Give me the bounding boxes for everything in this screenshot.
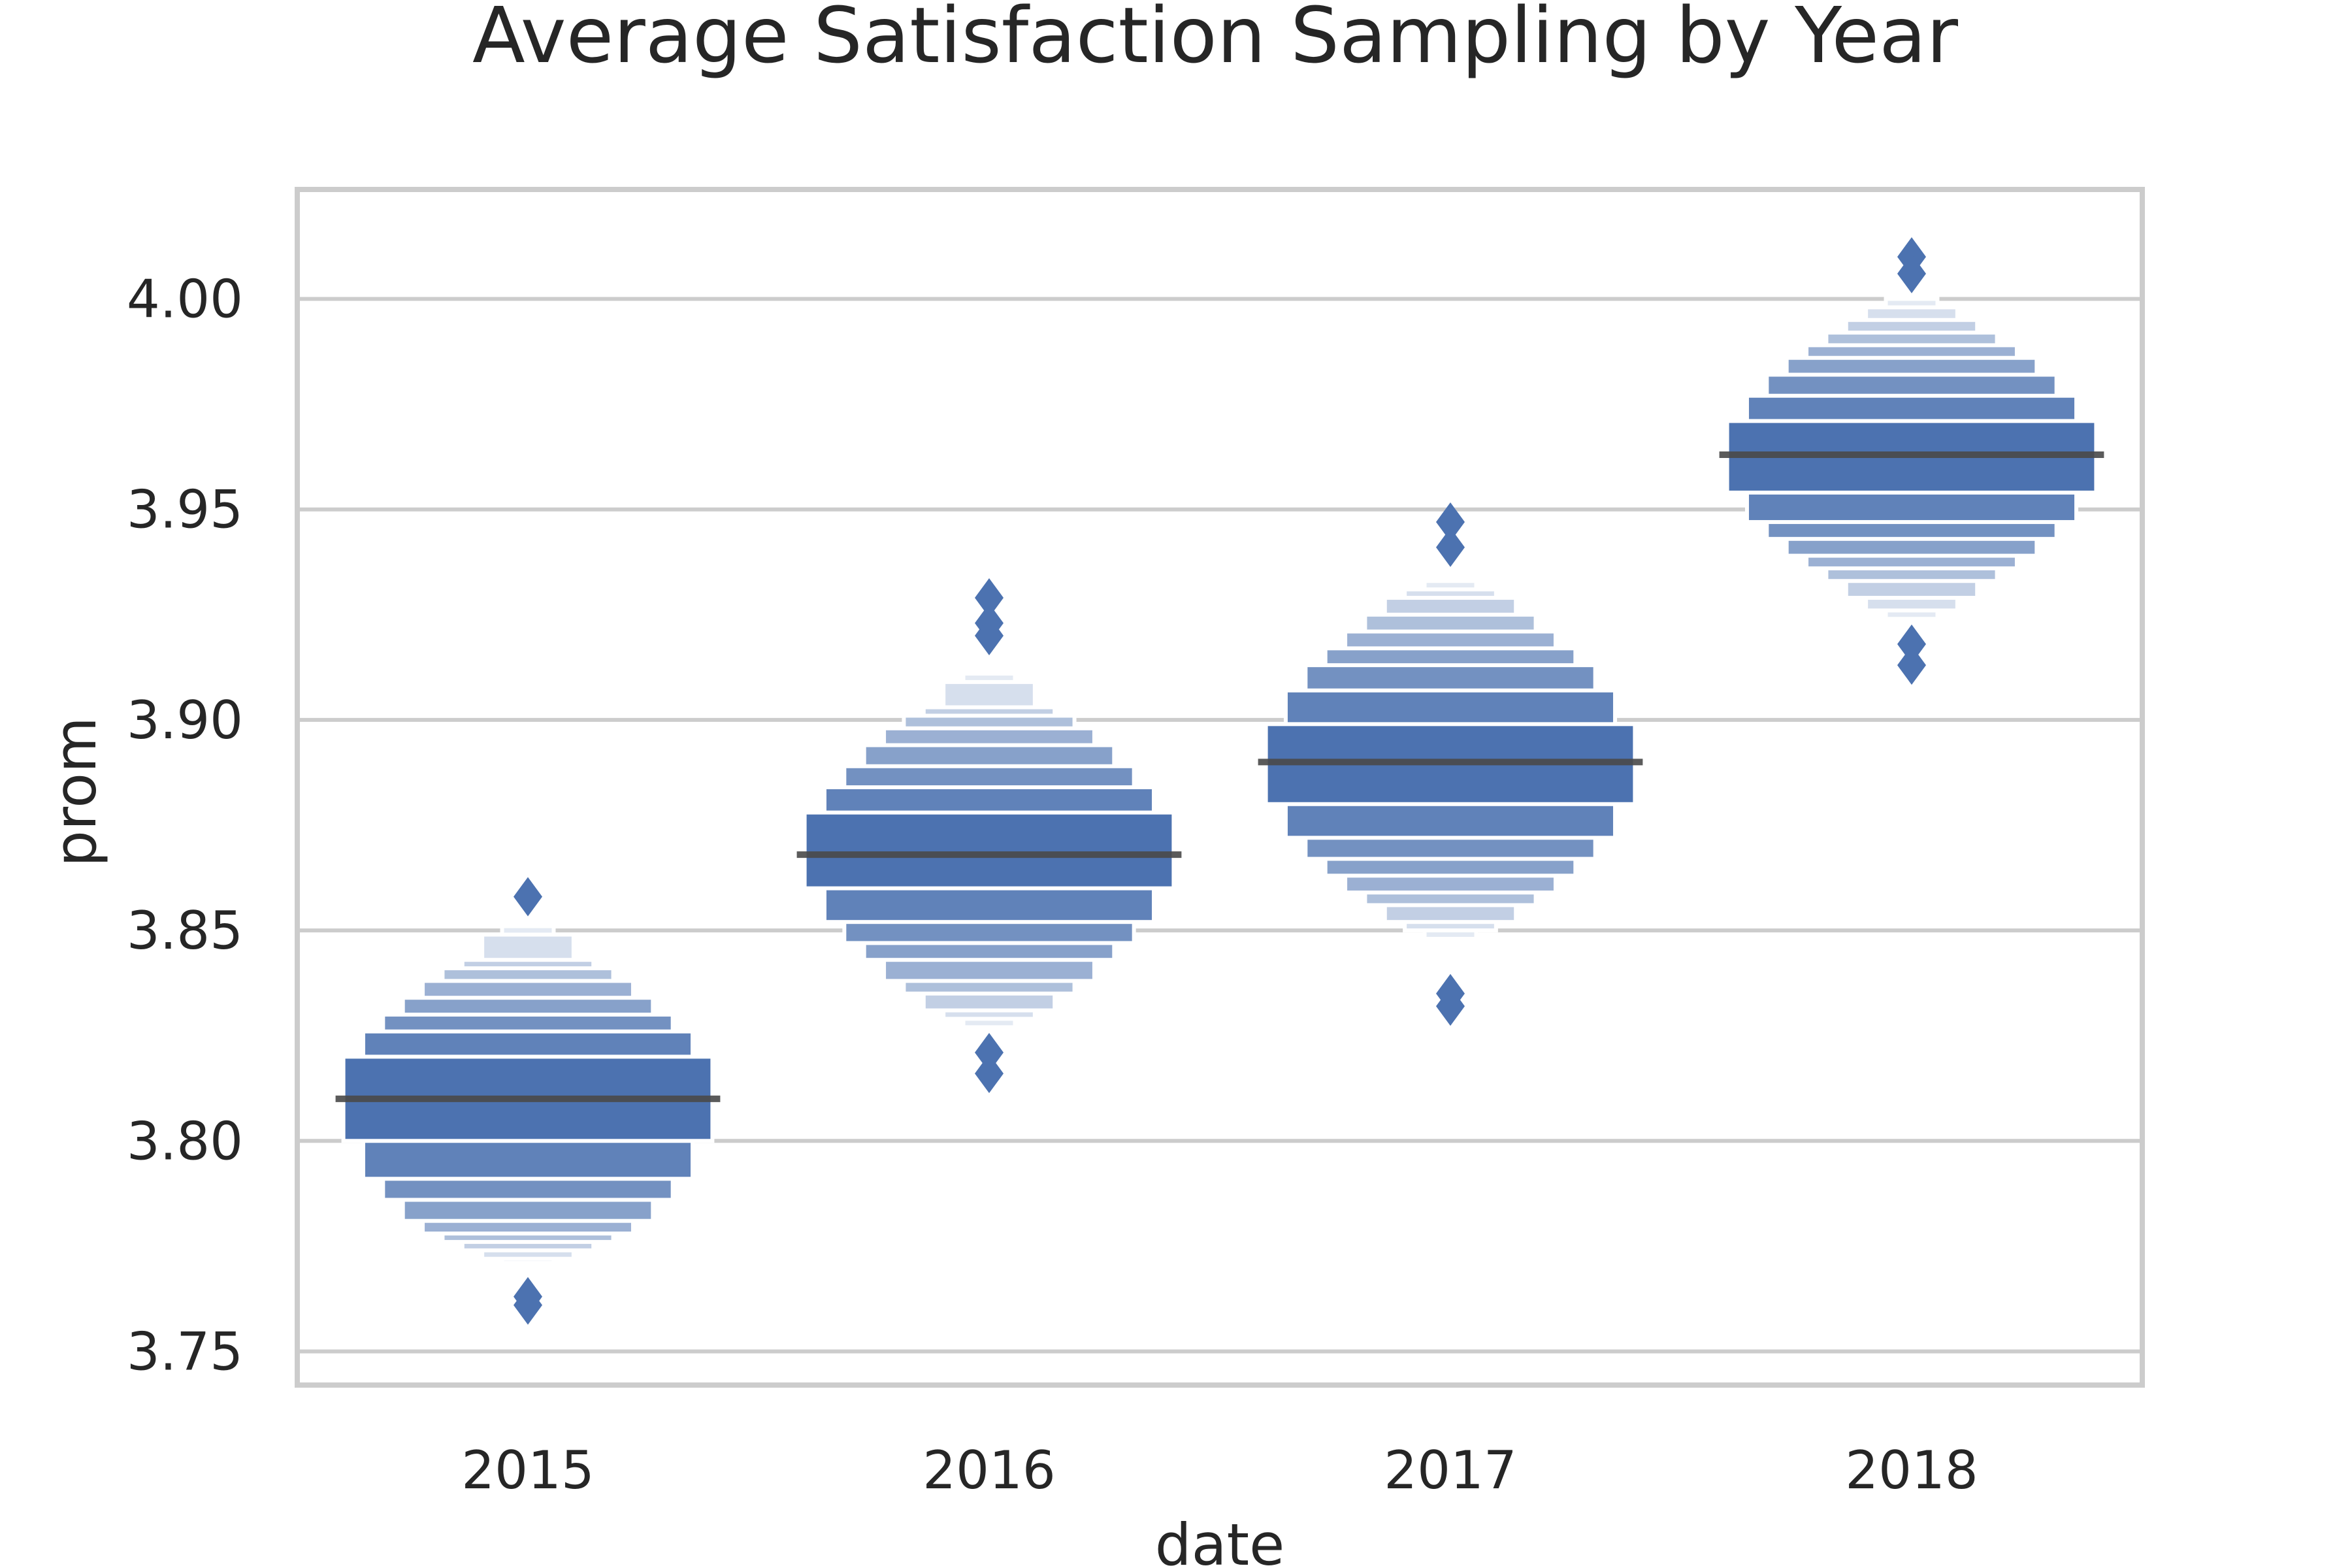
- boxen-box: [802, 810, 1176, 890]
- outlier-marker: [1436, 987, 1465, 1026]
- outlier-marker: [514, 1285, 542, 1325]
- outlier-marker: [975, 578, 1004, 618]
- y-tick-label: 3.85: [127, 900, 243, 961]
- x-tick-labels: 2015 2016 2017 2018: [461, 1440, 1978, 1501]
- y-tick-label: 3.75: [127, 1321, 243, 1382]
- x-tick-label: 2016: [923, 1440, 1056, 1501]
- x-tick-label: 2015: [461, 1440, 595, 1501]
- x-tick-label: 2018: [1845, 1440, 1978, 1501]
- outlier-marker: [514, 877, 542, 917]
- plot-frame: [295, 187, 2145, 1388]
- y-tick-label: 3.95: [127, 480, 243, 540]
- chart-title: Average Satisfaction Sampling by Year: [472, 0, 1958, 80]
- outlier-marker: [975, 1054, 1004, 1094]
- outlier-marker: [1897, 253, 1926, 293]
- outlier-marker: [1436, 527, 1465, 567]
- y-tick-label: 4.00: [127, 269, 243, 330]
- y-tick-label: 3.90: [127, 690, 243, 751]
- y-tick-label: 3.80: [127, 1111, 243, 1171]
- boxen-boxes: [341, 297, 2099, 1266]
- x-tick-label: 2017: [1384, 1440, 1517, 1501]
- outlier-marker: [1897, 645, 1926, 685]
- median-lines: [335, 451, 2104, 1102]
- outlier-marker: [1436, 502, 1465, 542]
- outlier-marker: [975, 1032, 1004, 1072]
- x-axis-title: date: [1155, 1511, 1284, 1568]
- y-axis-title: prom: [42, 717, 109, 867]
- outlier-marker: [1897, 624, 1926, 664]
- outlier-marker: [975, 616, 1004, 656]
- outlier-markers: [514, 237, 1926, 1325]
- y-tick-labels: 3.75 3.80 3.85 3.90 3.95 4.00: [127, 269, 243, 1382]
